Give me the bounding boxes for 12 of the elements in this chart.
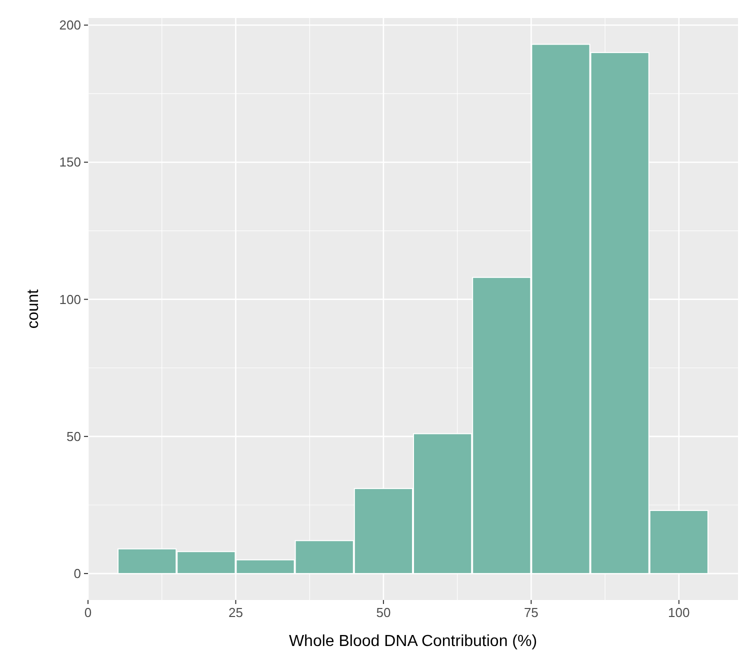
x-tick-label: 25 [228, 605, 243, 620]
x-tick-label: 75 [524, 605, 538, 620]
x-axis-title: Whole Blood DNA Contribution (%) [288, 633, 538, 650]
y-axis-title: count [25, 288, 42, 329]
x-tick-label: 0 [84, 605, 92, 620]
x-tick-label: 100 [668, 605, 690, 620]
x-tick-label: 50 [376, 605, 391, 620]
y-tick-label: 50 [66, 428, 81, 444]
y-tick-label: 100 [59, 292, 81, 307]
y-tick-label: 150 [59, 154, 81, 170]
y-tick-label: 0 [74, 566, 81, 582]
y-tick-label: 200 [59, 18, 81, 33]
